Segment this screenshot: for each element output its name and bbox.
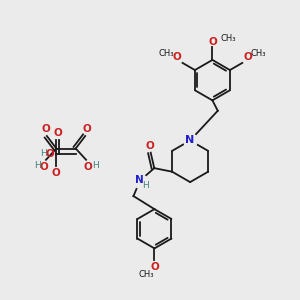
Text: H: H: [40, 149, 47, 158]
Text: H: H: [92, 161, 98, 170]
Text: H: H: [34, 161, 40, 170]
Text: O: O: [82, 124, 91, 134]
Text: CH₃: CH₃: [221, 34, 236, 43]
Text: CH₃: CH₃: [251, 50, 266, 58]
Text: O: O: [244, 52, 252, 62]
Text: N: N: [135, 175, 144, 185]
Text: CH₃: CH₃: [138, 270, 154, 279]
Text: O: O: [40, 162, 49, 172]
Text: O: O: [83, 162, 92, 172]
Text: O: O: [52, 168, 61, 178]
Text: N: N: [185, 135, 195, 145]
Text: O: O: [208, 37, 217, 47]
Text: O: O: [172, 52, 182, 62]
Text: O: O: [53, 128, 62, 138]
Text: CH₃: CH₃: [158, 50, 174, 58]
Text: H: H: [142, 181, 148, 190]
Text: O: O: [45, 148, 54, 159]
Text: O: O: [145, 141, 154, 151]
Text: O: O: [41, 124, 50, 134]
Text: O: O: [150, 262, 159, 272]
